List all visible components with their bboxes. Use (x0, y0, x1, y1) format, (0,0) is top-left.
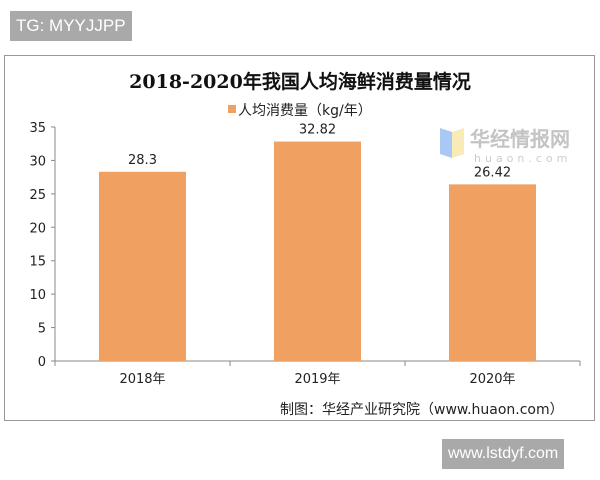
y-tick-label: 0 (38, 355, 46, 370)
watermark-bottom: www.lstdyf.com (442, 439, 565, 469)
bar (449, 184, 536, 361)
legend-label: 人均消费量（kg/年） (238, 103, 372, 119)
y-tick-label: 5 (38, 322, 46, 337)
logo-text: 华经情报网 (470, 127, 570, 151)
logo-icon (440, 128, 452, 158)
x-tick-label: 2020年 (469, 372, 515, 387)
watermark-top: TG: MYYJJPP (10, 11, 132, 41)
logo-sub: huaon.com (474, 152, 571, 165)
bar (99, 171, 186, 361)
data-label: 32.82 (299, 123, 336, 138)
bar (274, 141, 361, 361)
y-tick-label: 35 (29, 121, 46, 136)
source-note: 制图：华经产业研究院（www.huaon.com） (280, 402, 564, 418)
legend-swatch (228, 105, 236, 113)
y-tick-label: 20 (29, 221, 46, 236)
y-tick-label: 30 (29, 154, 46, 169)
x-tick-label: 2019年 (294, 372, 340, 387)
x-tick-label: 2018年 (119, 372, 165, 387)
data-label: 28.3 (128, 153, 157, 168)
data-label: 26.42 (474, 165, 511, 180)
chart-frame (4, 55, 595, 421)
logo-icon-right (452, 128, 464, 158)
y-tick-label: 15 (29, 255, 46, 270)
logo-watermark: 华经情报网 huaon.com (440, 127, 571, 165)
y-tick-label: 25 (29, 188, 46, 203)
chart-title: 2018-2020年我国人均海鲜消费量情况 (129, 70, 471, 93)
y-tick-label: 10 (29, 288, 46, 303)
